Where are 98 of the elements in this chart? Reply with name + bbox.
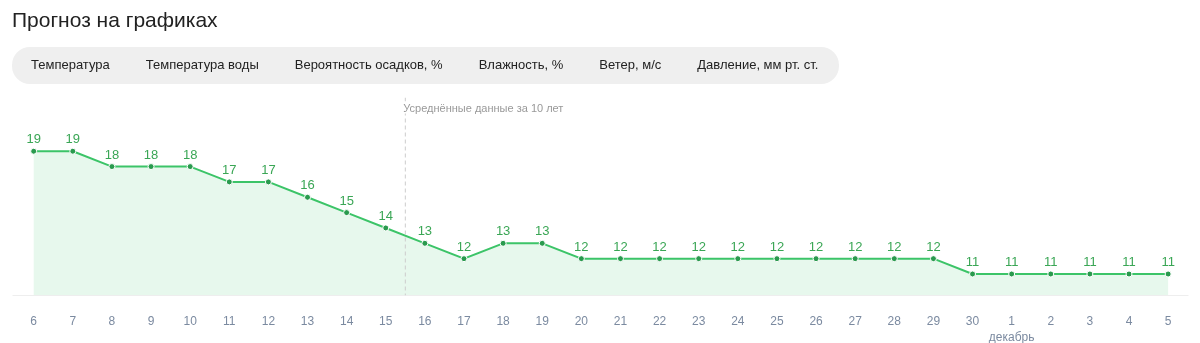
data-label: 12 (730, 238, 746, 254)
point (264, 178, 272, 186)
point (460, 255, 468, 263)
data-label: 12 (926, 238, 941, 254)
x-tick-label: 16 (418, 313, 432, 328)
x-tick-label: 14 (339, 313, 354, 328)
data-label: 13 (535, 223, 550, 239)
data-label: 12 (808, 238, 824, 254)
point (851, 255, 859, 263)
point (969, 270, 977, 278)
x-tick-label: 6 (30, 313, 38, 328)
point (616, 255, 624, 263)
point (1086, 270, 1094, 278)
data-label: 13 (495, 223, 511, 239)
x-tick-label: 22 (652, 313, 667, 328)
data-label: 12 (613, 238, 628, 254)
x-tick-label: 20 (574, 313, 589, 328)
x-tick-label: 28 (887, 313, 902, 328)
point (890, 255, 898, 263)
text: Ветер, м/с (598, 56, 663, 74)
data-label: 17 (261, 161, 276, 177)
point (1164, 270, 1172, 278)
point (30, 147, 38, 155)
data-label: 11 (965, 254, 980, 270)
x-tick-label: 12 (261, 313, 276, 328)
point (304, 193, 312, 201)
x-tick-label: 19 (535, 313, 550, 328)
point (734, 255, 742, 263)
point (225, 178, 233, 186)
data-label: 12 (652, 238, 667, 254)
x-tick-label: 9 (147, 313, 155, 328)
data-label: 11 (1083, 254, 1097, 270)
data-label: 16 (300, 177, 315, 193)
data-label: 12 (691, 238, 706, 254)
x-tick-label: 23 (692, 313, 706, 328)
x-tick-label: 26 (809, 313, 824, 328)
data-label: 14 (378, 207, 393, 223)
text: Вероятность осадков, % (293, 56, 444, 74)
data-label: 12 (887, 238, 902, 254)
x-tick-label: 3 (1086, 313, 1094, 328)
x-tick-label: 27 (848, 313, 863, 328)
point (929, 255, 937, 263)
point (186, 163, 194, 171)
point (695, 255, 703, 263)
data-label: 13 (417, 223, 433, 239)
data-label: 18 (104, 146, 120, 162)
point (538, 239, 546, 247)
x-tick-label: 2 (1047, 313, 1055, 328)
data-label: 11 (1161, 254, 1175, 270)
data-label: 18 (143, 146, 159, 162)
data-label: 12 (769, 238, 785, 254)
data-label: 11 (1044, 254, 1058, 270)
point (382, 224, 390, 232)
chart-title: Прогноз на графиках (12, 7, 218, 33)
data-label: 11 (1004, 254, 1019, 270)
data-label: 12 (456, 238, 472, 254)
point (421, 239, 429, 247)
x-tick-label: 30 (965, 313, 980, 328)
text: Температура воды (144, 56, 260, 74)
x-tick-label: 4 (1125, 313, 1133, 328)
point (656, 255, 664, 263)
text: Влажность, % (477, 56, 565, 74)
ref-line-label: Усреднённые данные за 10 лет (403, 101, 564, 114)
data-label: 12 (847, 238, 863, 254)
x-tick-label: 18 (496, 313, 511, 328)
point (343, 209, 351, 217)
point (812, 255, 820, 263)
x-tick-label: 8 (108, 313, 116, 328)
point (147, 163, 155, 171)
data-label: 19 (26, 131, 41, 147)
point (1008, 270, 1016, 278)
x-tick-label: 17 (457, 313, 471, 328)
point (499, 239, 507, 247)
x-tick-label: 5 (1164, 313, 1172, 328)
data-label: 12 (574, 238, 589, 254)
x-tick-label: 25 (770, 313, 784, 328)
x-tick-label: 1 декабрь (988, 313, 1035, 343)
text: Температура (30, 56, 111, 74)
x-tick-label: 10 (183, 313, 198, 328)
point (69, 147, 77, 155)
text: Давление, мм рт. ст. (696, 56, 820, 74)
x-tick-label: 13 (300, 313, 315, 328)
x-tick-label: 24 (731, 313, 745, 328)
point (773, 255, 781, 263)
point (1047, 270, 1055, 278)
point (1125, 270, 1133, 278)
data-label: 19 (65, 131, 81, 147)
point (577, 255, 585, 263)
data-label: 18 (182, 146, 198, 162)
x-tick-label: 15 (379, 313, 393, 328)
x-tick-label: 21 (613, 313, 628, 328)
x-tick-label: 7 (69, 313, 77, 328)
data-label: 11 (1122, 254, 1136, 270)
x-tick-label: 29 (926, 313, 941, 328)
data-label: 15 (339, 192, 354, 208)
x-tick-label: 11 (223, 313, 236, 328)
point (108, 163, 116, 171)
data-label: 17 (222, 161, 237, 177)
